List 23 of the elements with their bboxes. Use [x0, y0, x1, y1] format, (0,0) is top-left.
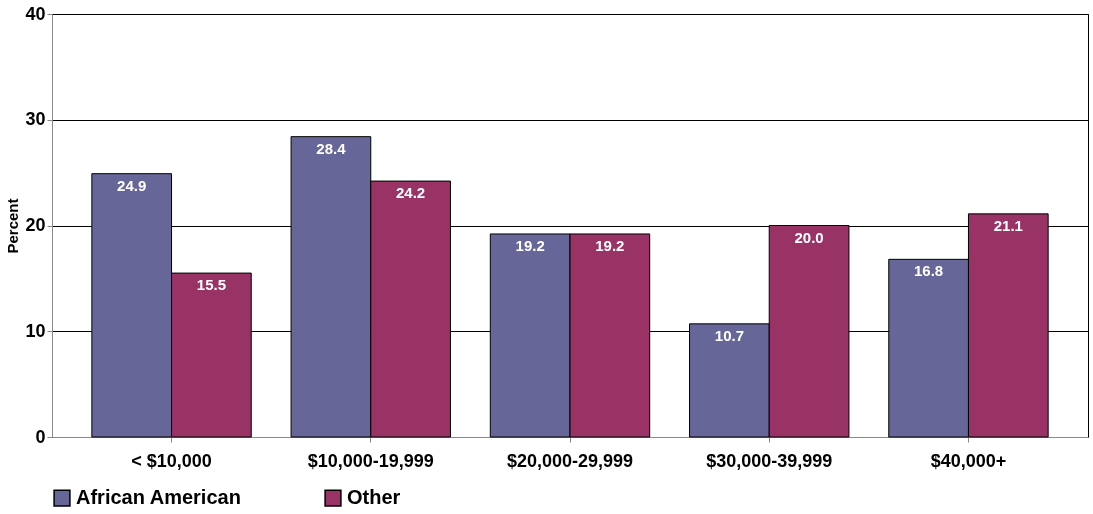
data-label: 21.1	[993, 216, 1023, 234]
data-label: 28.4	[316, 139, 347, 157]
y-tick-label: 30	[25, 109, 46, 130]
data-label: 19.2	[515, 236, 545, 254]
x-tick-label: < $10,000	[131, 450, 212, 471]
x-tick-label: $20,000-29,999	[506, 450, 634, 471]
y-tick-label: 0	[35, 426, 46, 447]
y-tick-label: 20	[25, 215, 46, 235]
data-label: 10.7	[714, 326, 744, 344]
x-tick-label: $40,000+	[930, 450, 1007, 471]
data-label: 24.9	[117, 176, 147, 194]
y-axis-title: Percent	[4, 198, 22, 254]
x-tick-label: $10,000-19,999	[307, 450, 434, 471]
data-label: 16.8	[914, 262, 944, 280]
data-label: 15.5	[196, 276, 226, 294]
legend-label: African American	[76, 486, 241, 509]
y-tick-label: 40	[25, 3, 46, 24]
data-label: 19.2	[595, 236, 625, 254]
legend-label: Other	[347, 486, 401, 509]
data-label: 20.0	[794, 228, 824, 246]
data-label: 24.2	[396, 184, 426, 202]
x-tick-label: $30,000-39,999	[706, 450, 833, 471]
y-tick-label: 10	[25, 320, 46, 341]
